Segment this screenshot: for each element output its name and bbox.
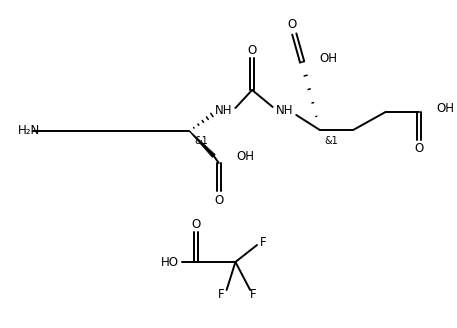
Text: HO: HO bbox=[160, 256, 179, 269]
Text: &1: &1 bbox=[325, 136, 339, 146]
Text: O: O bbox=[288, 17, 297, 31]
Text: OH: OH bbox=[436, 101, 455, 114]
Text: OH: OH bbox=[236, 151, 255, 163]
Text: NH: NH bbox=[276, 104, 293, 116]
Text: F: F bbox=[260, 236, 266, 249]
Text: O: O bbox=[191, 217, 201, 231]
Text: F: F bbox=[218, 289, 224, 301]
Text: F: F bbox=[250, 289, 256, 301]
Text: &1: &1 bbox=[194, 136, 208, 146]
Text: O: O bbox=[414, 142, 424, 155]
Text: O: O bbox=[248, 44, 257, 56]
Text: H₂N: H₂N bbox=[18, 125, 40, 137]
Text: O: O bbox=[214, 194, 223, 207]
Text: NH: NH bbox=[215, 104, 233, 116]
Text: OH: OH bbox=[320, 52, 338, 66]
Polygon shape bbox=[189, 131, 215, 157]
